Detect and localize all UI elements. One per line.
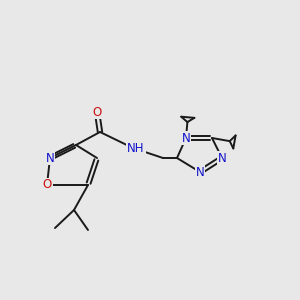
Text: NH: NH bbox=[127, 142, 145, 154]
Text: N: N bbox=[182, 131, 190, 145]
Text: N: N bbox=[218, 152, 226, 164]
Text: N: N bbox=[46, 152, 54, 164]
Text: N: N bbox=[196, 166, 204, 178]
Text: O: O bbox=[92, 106, 102, 118]
Text: O: O bbox=[42, 178, 52, 191]
